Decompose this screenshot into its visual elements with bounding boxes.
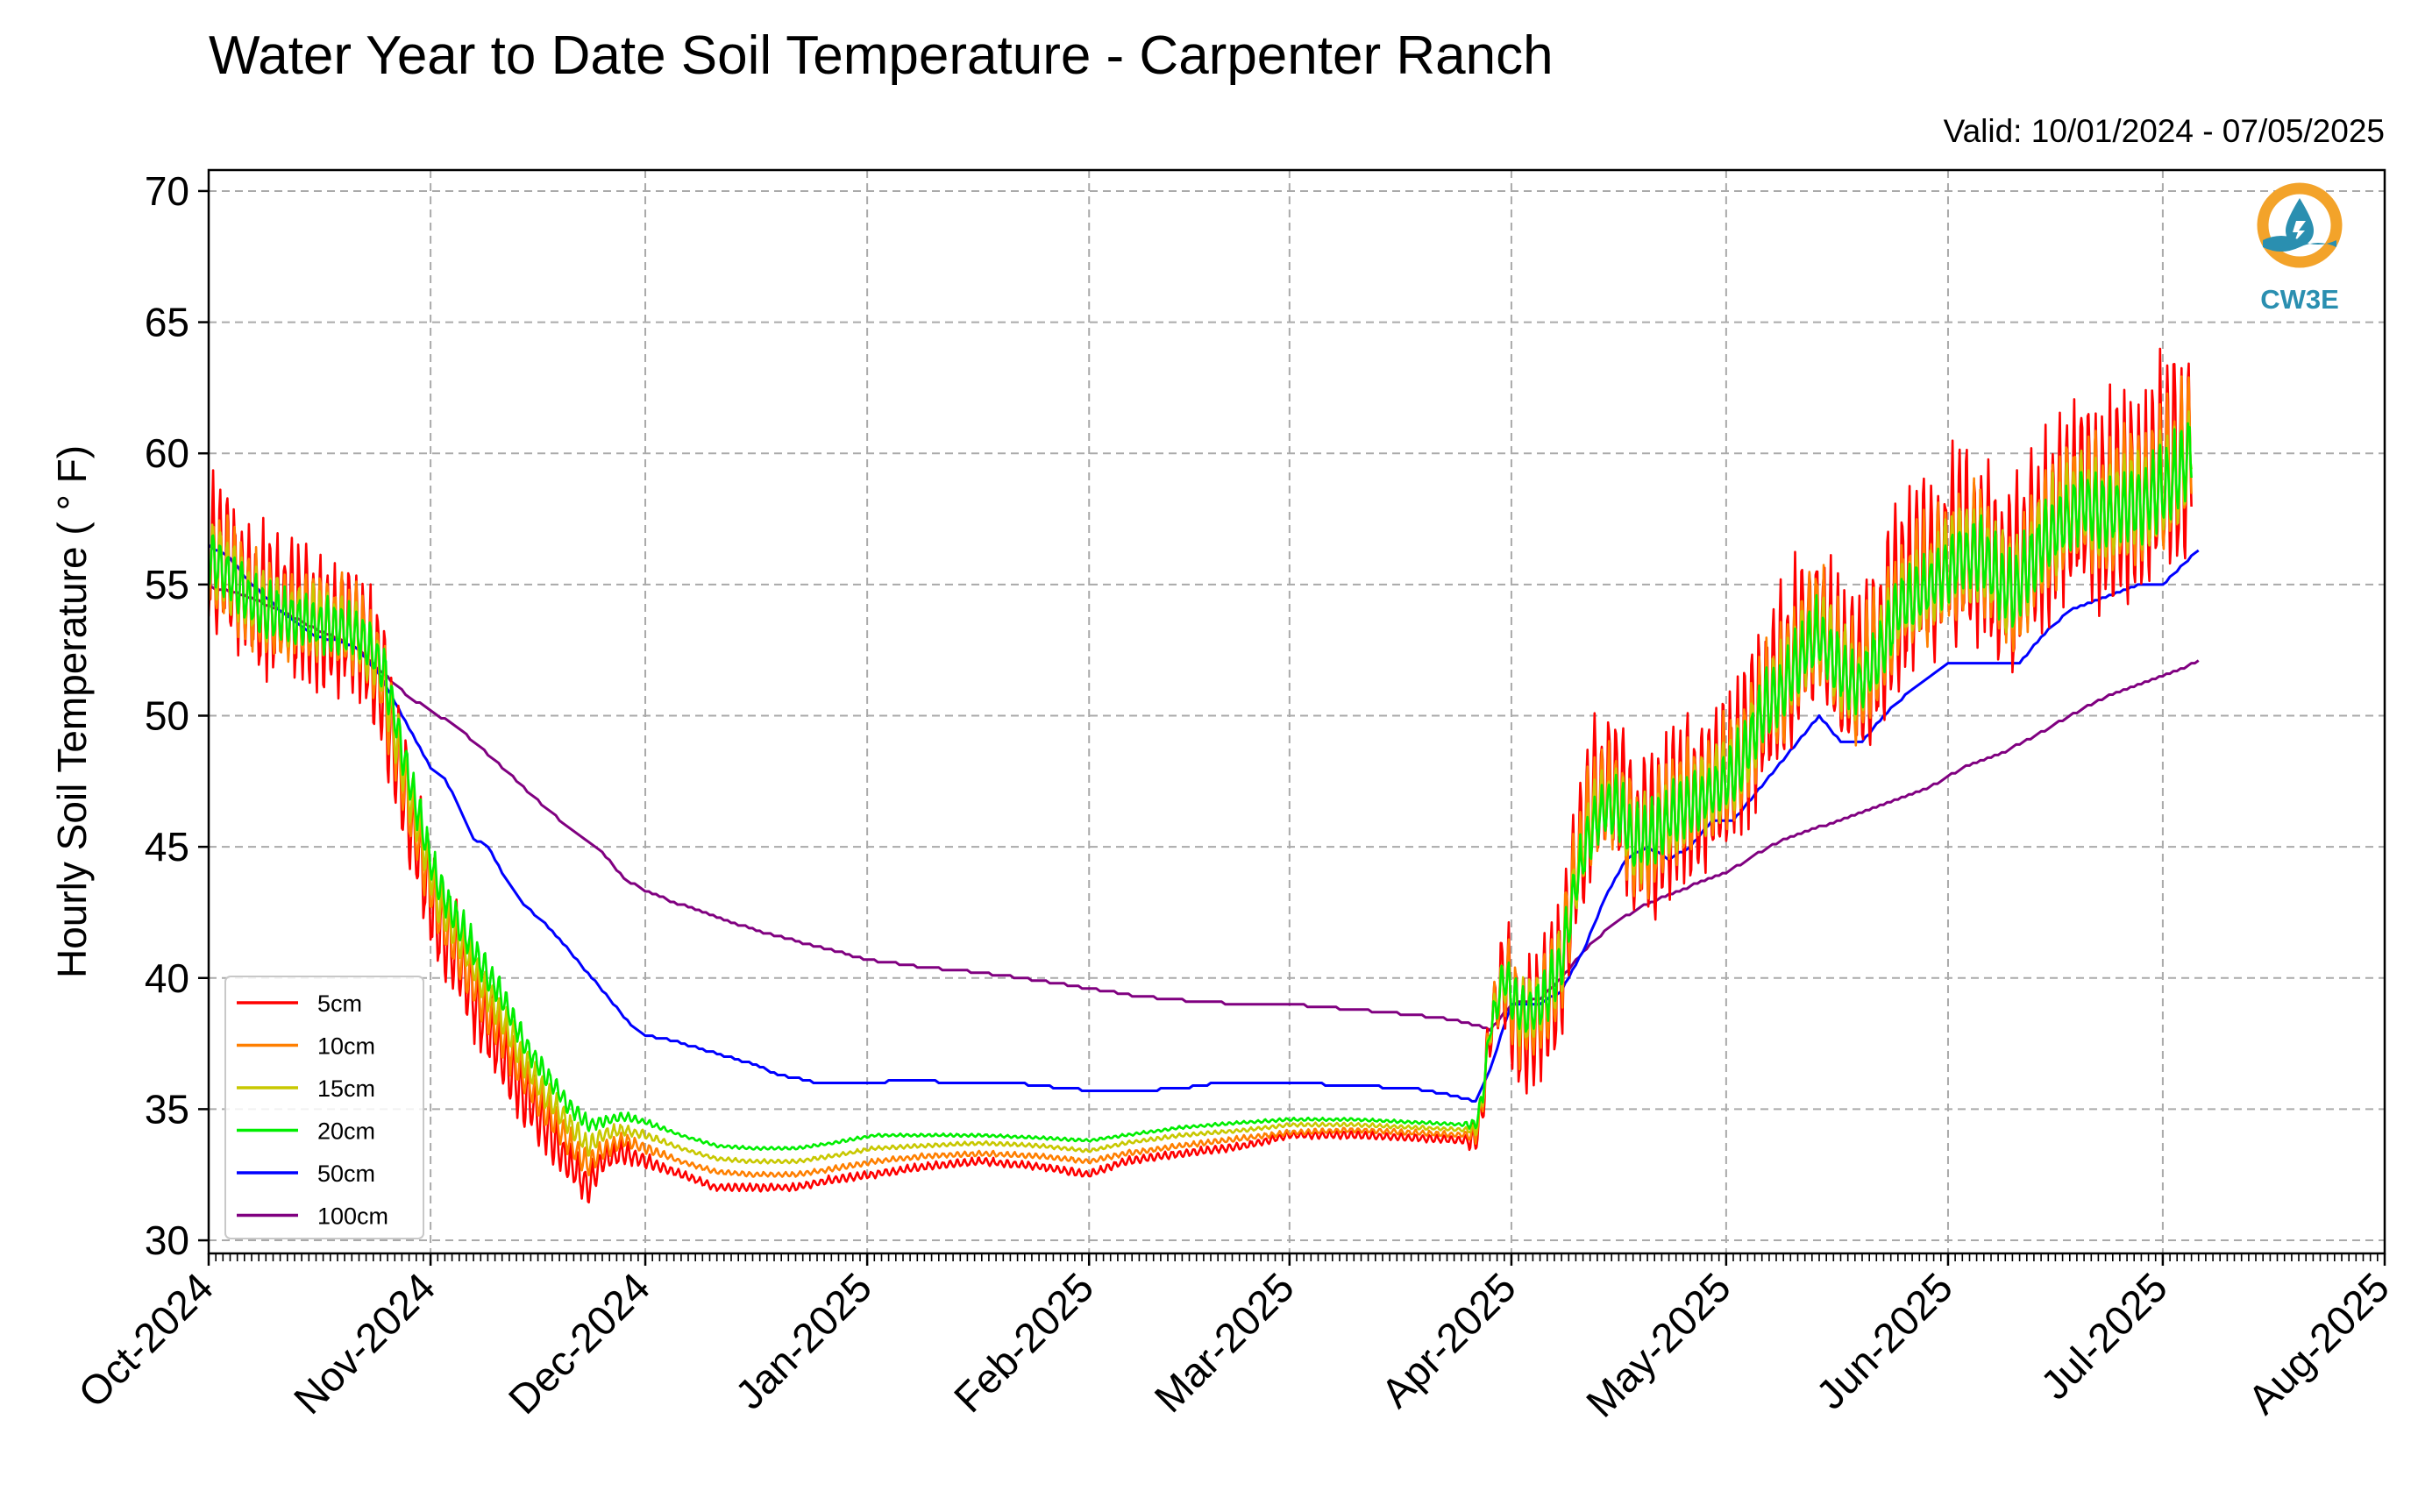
series-line-50cm: [209, 543, 2200, 1103]
legend-label-10cm: 10cm: [317, 1033, 375, 1060]
x-tick-label: Jul-2025: [2031, 1264, 2176, 1409]
series-line-20cm: [209, 422, 2193, 1152]
x-tick-label: Jun-2025: [1807, 1264, 1961, 1418]
series-line-100cm: [209, 586, 2200, 1033]
x-tick-label: May-2025: [1577, 1264, 1739, 1426]
y-tick-label: 40: [145, 955, 189, 1001]
y-tick-label: 65: [145, 300, 189, 345]
legend-label-100cm: 100cm: [317, 1203, 388, 1230]
series-lines: [209, 347, 2200, 1203]
y-tick-label: 60: [145, 430, 189, 476]
y-tick-label: 35: [145, 1086, 189, 1132]
legend-label-5cm: 5cm: [317, 990, 362, 1017]
x-tick-label: Jan-2025: [726, 1264, 880, 1418]
series-line-5cm: [209, 347, 2193, 1203]
legend-label-50cm: 50cm: [317, 1161, 375, 1187]
chart-title: Water Year to Date Soil Temperature - Ca…: [209, 25, 1554, 86]
legend: 5cm 10cm 15cm 20cm 50cm 100cm: [224, 976, 424, 1239]
x-tick-label: Oct-2024: [69, 1264, 222, 1416]
y-axis-ticks: 30 35 40 45 50 55 60 65 70: [145, 168, 209, 1263]
x-tick-label: Apr-2025: [1372, 1264, 1525, 1416]
x-minor-tick-marks: [208, 1253, 2386, 1261]
cw3e-logo: CW3E: [2257, 182, 2343, 315]
x-tick-label: Feb-2025: [945, 1264, 1103, 1422]
y-axis-label: Hourly Soil Temperature ( ° F): [49, 445, 95, 978]
y-tick-label: 30: [145, 1217, 189, 1263]
y-tick-label: 45: [145, 824, 189, 870]
y-tick-label: 55: [145, 562, 189, 607]
x-minor-ticks: [208, 1253, 2386, 1261]
series-line-10cm: [209, 375, 2193, 1178]
cw3e-water-drop-logo-icon: [2257, 182, 2343, 268]
y-tick-label: 70: [145, 168, 189, 214]
valid-date-range: Valid: 10/01/2024 - 07/05/2025: [1944, 113, 2385, 149]
legend-label-20cm: 20cm: [317, 1118, 375, 1145]
x-tick-label: Aug-2025: [2238, 1264, 2398, 1423]
logo-text: CW3E: [2260, 284, 2339, 315]
x-tick-label: Nov-2024: [285, 1264, 444, 1423]
legend-label-15cm: 15cm: [317, 1075, 375, 1102]
x-axis-ticks: Oct-2024 Nov-2024 Dec-2024 Jan-2025 Feb-2025…: [69, 1253, 2398, 1426]
y-tick-label: 50: [145, 692, 189, 738]
x-tick-label: Dec-2024: [500, 1264, 659, 1423]
x-tick-label: Mar-2025: [1145, 1264, 1303, 1422]
